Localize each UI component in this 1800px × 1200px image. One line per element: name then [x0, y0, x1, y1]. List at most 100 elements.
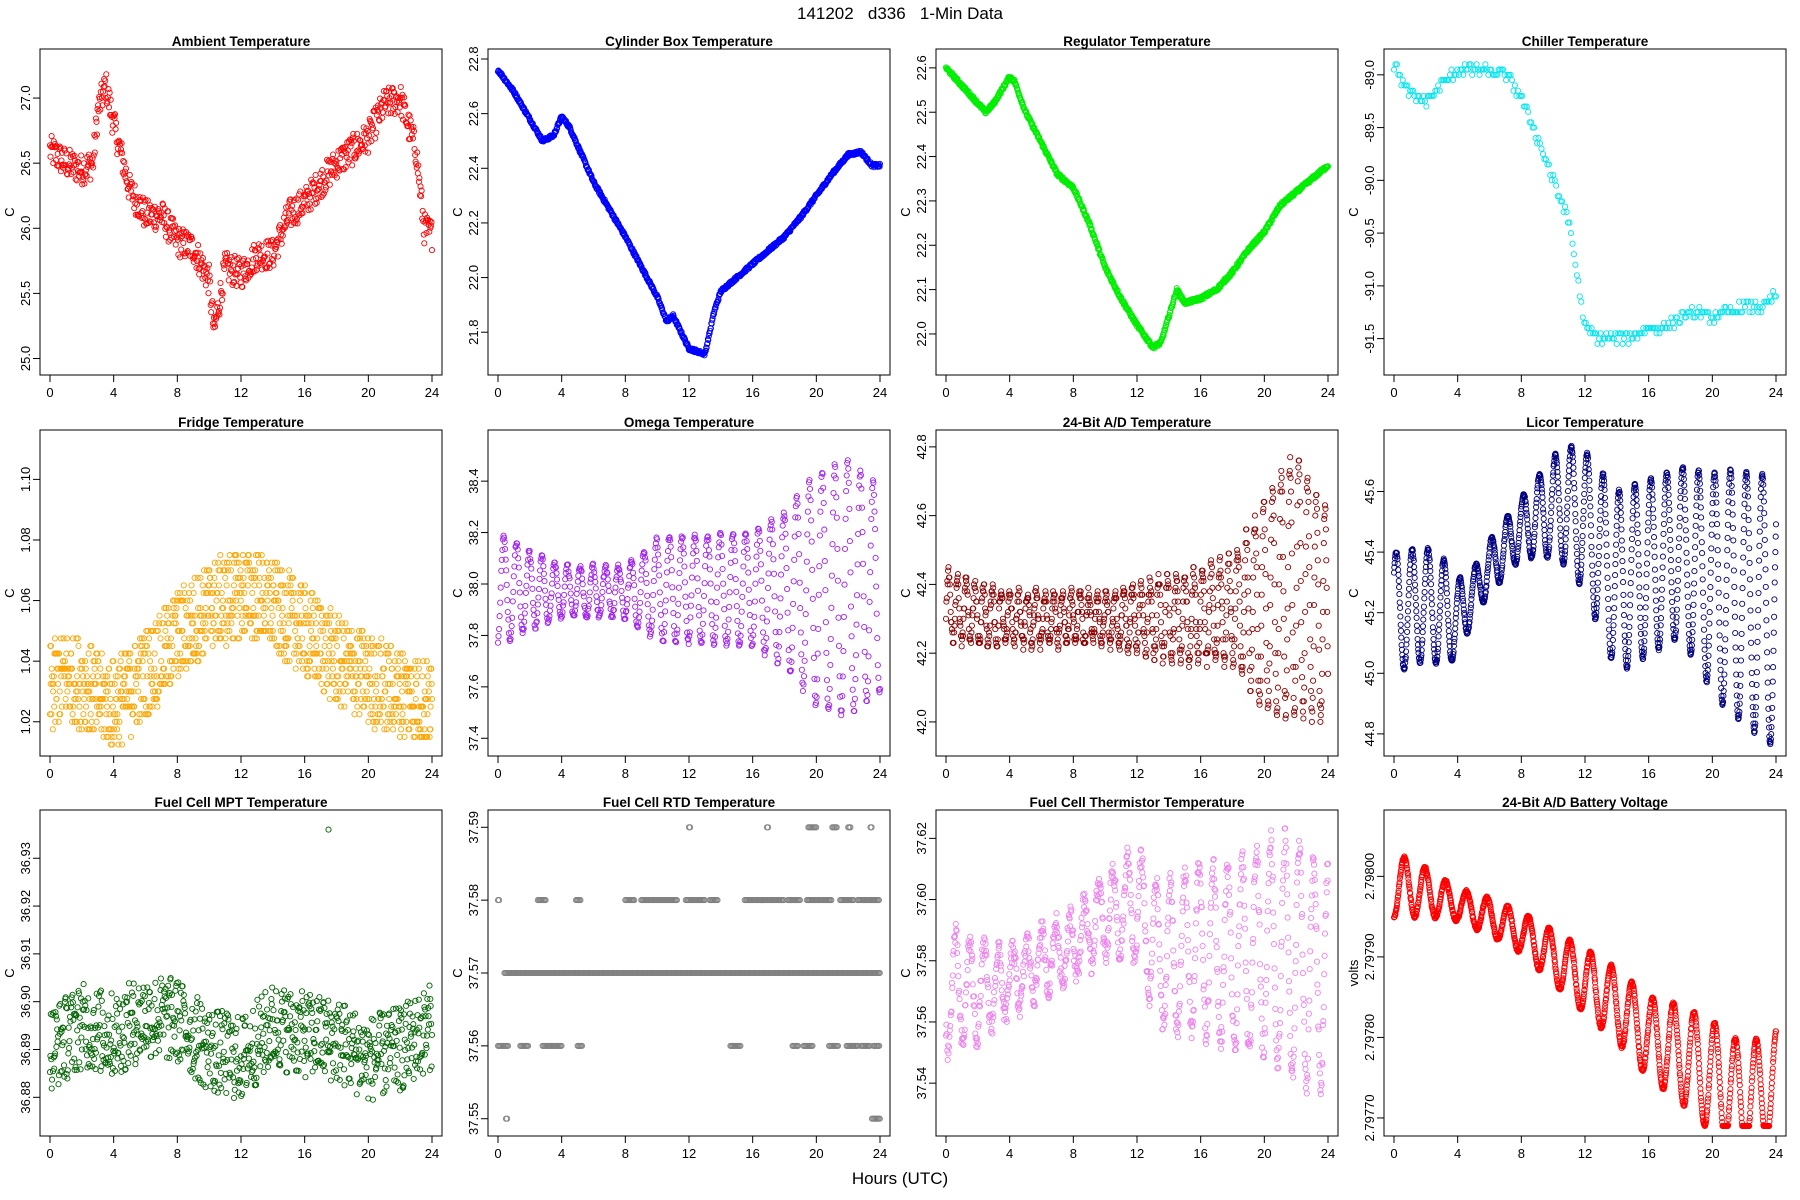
data-point [97, 665, 104, 672]
data-point [184, 248, 191, 255]
data-point [136, 194, 143, 201]
data-point [378, 695, 385, 703]
data-point [700, 607, 707, 614]
data-point [656, 572, 663, 579]
data-point [1015, 584, 1022, 591]
data-point [784, 609, 791, 616]
data-point [216, 304, 224, 311]
data-point [644, 592, 651, 599]
data-point [657, 601, 664, 608]
data-point [974, 612, 981, 619]
x-tick-label: 4 [558, 385, 565, 400]
data-point [872, 526, 879, 533]
data-point [809, 566, 816, 573]
data-point [957, 622, 964, 629]
data-point [372, 688, 380, 695]
data-point [377, 650, 384, 657]
data-point [381, 97, 388, 104]
data-point [47, 153, 54, 160]
data-point [265, 567, 273, 574]
data-point [752, 580, 759, 587]
data-point [428, 695, 436, 703]
data-point [258, 266, 266, 273]
data-point [605, 582, 612, 589]
data-point [1569, 240, 1576, 247]
data-point [942, 615, 950, 622]
data-point [631, 595, 638, 602]
data-point [725, 628, 732, 635]
data-point [68, 650, 75, 657]
data-point [523, 582, 530, 589]
data-point [733, 588, 740, 595]
data-point [1575, 277, 1582, 284]
data-point [428, 247, 436, 254]
data-point [356, 711, 363, 718]
data-point [160, 201, 167, 208]
y-tick-label: -89.5 [1362, 113, 1377, 143]
data-point [74, 673, 81, 680]
x-tick-label: 0 [942, 385, 949, 400]
data-point [821, 526, 828, 533]
series-points [494, 457, 884, 719]
data-point [850, 701, 857, 708]
data-point [843, 488, 850, 495]
data-point [380, 88, 387, 95]
data-point [63, 170, 70, 177]
data-point [265, 237, 272, 244]
data-point [510, 573, 517, 580]
data-point [751, 598, 758, 605]
data-point [561, 591, 568, 598]
data-point [681, 563, 688, 570]
y-tick-label: -89.0 [1362, 60, 1377, 90]
data-point [650, 578, 657, 585]
data-point [1423, 103, 1430, 110]
data-point [669, 584, 676, 591]
data-point [655, 551, 662, 558]
data-point [309, 179, 316, 186]
data-point [360, 124, 367, 131]
y-tick-label: 1.08 [18, 527, 33, 552]
data-point [424, 711, 431, 718]
data-point [580, 593, 587, 600]
data-point [815, 625, 822, 633]
data-point [204, 265, 211, 272]
data-point [761, 652, 768, 659]
data-point [516, 580, 523, 587]
data-point [349, 162, 356, 169]
data-point [258, 242, 265, 249]
data-point [1405, 92, 1412, 99]
data-point [372, 703, 379, 710]
x-tick-label: 12 [1130, 385, 1144, 400]
data-point [1399, 77, 1406, 84]
data-point [258, 552, 265, 559]
data-point [778, 553, 785, 560]
data-point [207, 278, 214, 285]
data-point [541, 587, 549, 594]
data-point [294, 220, 301, 227]
data-point [859, 529, 866, 536]
data-point [1028, 646, 1035, 653]
data-point [112, 126, 119, 133]
data-point [278, 240, 285, 247]
data-point [969, 612, 976, 619]
data-point [196, 642, 203, 650]
data-point [828, 572, 835, 579]
data-point [58, 157, 65, 164]
data-point [797, 605, 804, 612]
data-point [1741, 303, 1749, 311]
series-points [942, 64, 1332, 352]
data-point [83, 172, 90, 179]
data-point [126, 658, 133, 665]
y-tick-label: 22.2 [466, 210, 481, 235]
data-point [216, 311, 223, 318]
data-point [131, 205, 138, 212]
data-point [849, 665, 856, 672]
data-point [133, 201, 140, 208]
data-point [351, 711, 358, 718]
data-point [1020, 646, 1027, 653]
data-point [329, 650, 336, 657]
data-point [504, 608, 511, 616]
data-point [783, 565, 790, 572]
data-point [1030, 619, 1037, 626]
data-point [195, 242, 202, 249]
